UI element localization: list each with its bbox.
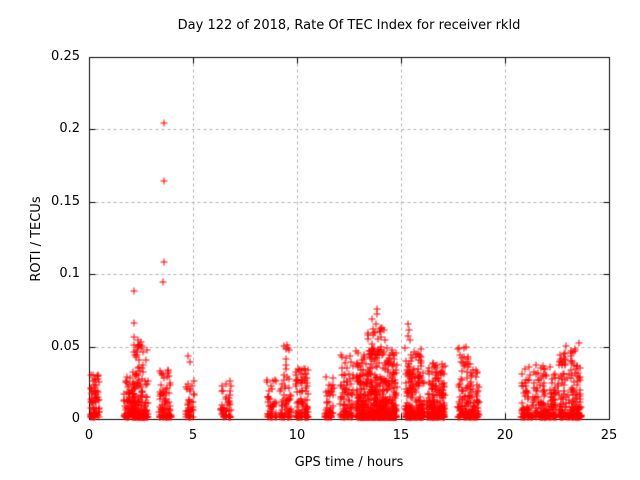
- x-tick-label: 20: [496, 428, 514, 443]
- y-tick-label: 0.2: [59, 121, 80, 136]
- y-axis-label: ROTI / TECUs: [29, 196, 44, 282]
- y-tick-label: 0: [71, 411, 80, 426]
- x-tick-label: 5: [188, 428, 198, 443]
- x-tick-label: 10: [288, 428, 306, 443]
- y-tick-label: 0.15: [51, 194, 80, 209]
- x-tick-label: 15: [392, 428, 410, 443]
- x-tick-label: 0: [84, 428, 94, 443]
- y-tick-label: 0.05: [51, 339, 80, 354]
- x-axis-label: GPS time / hours: [294, 455, 404, 470]
- y-tick-label: 0.1: [59, 266, 80, 281]
- x-tick-label: 25: [600, 428, 618, 443]
- y-tick-label: 0.25: [51, 49, 80, 64]
- chart-title: Day 122 of 2018, Rate Of TEC Index for r…: [177, 18, 521, 33]
